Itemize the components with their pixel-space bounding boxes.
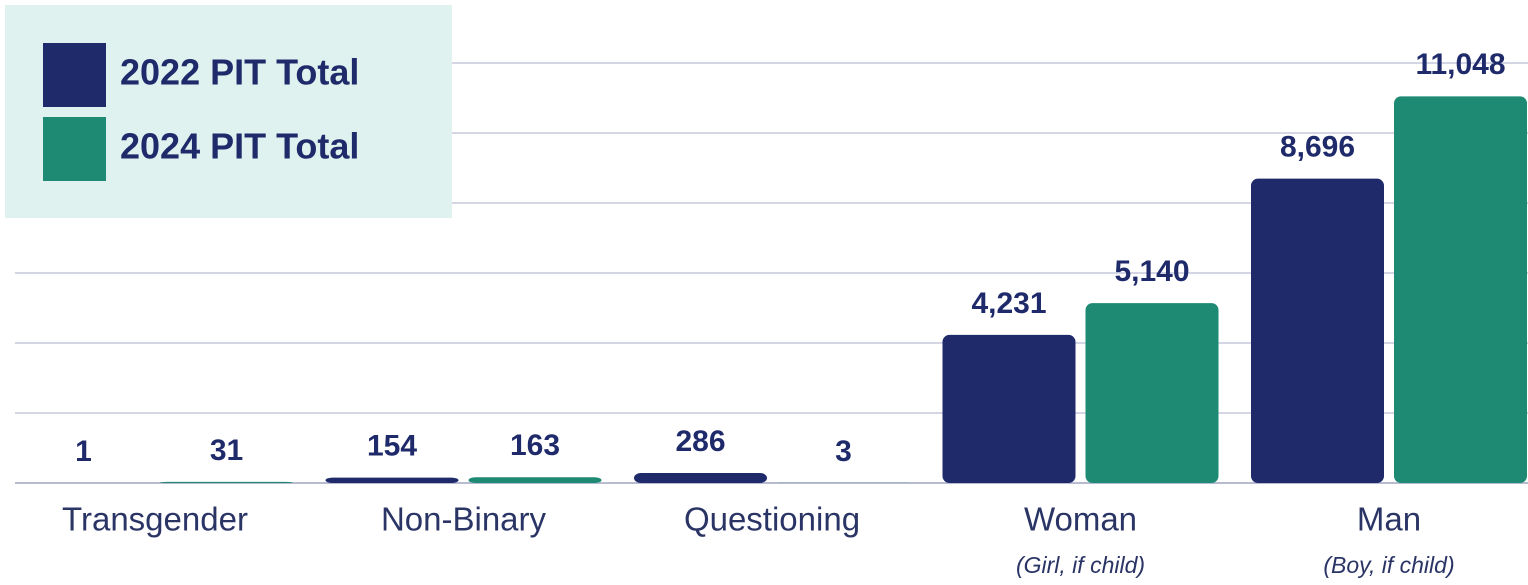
value-label: 5,140: [1114, 255, 1189, 288]
value-label: 31: [210, 434, 243, 467]
value-label: 163: [510, 429, 560, 462]
bar: [942, 334, 1076, 483]
x-tick-label: Questioning: [684, 501, 860, 538]
legend-label: 2022 PIT Total: [120, 52, 359, 93]
bar: [1251, 178, 1384, 483]
value-label: 286: [675, 425, 725, 458]
bar: [1085, 303, 1219, 483]
bar: [468, 477, 602, 483]
category-note: (Girl, if child): [1016, 552, 1145, 578]
x-tick-label: Non-Binary: [381, 501, 547, 538]
x-tick-label: Woman: [1024, 501, 1137, 538]
legend-swatch: [43, 43, 106, 107]
bar: [325, 477, 459, 483]
x-tick-label: Transgender: [62, 501, 248, 538]
legend-swatch: [43, 117, 106, 181]
value-label: 4,231: [971, 287, 1046, 320]
value-label: 8,696: [1280, 131, 1355, 164]
bar: [160, 481, 293, 483]
category-note: (Boy, if child): [1323, 552, 1454, 578]
value-label: 1: [75, 435, 92, 468]
value-label: 154: [367, 430, 417, 463]
value-label: 11,048: [1415, 48, 1505, 81]
bar: [1394, 96, 1527, 483]
legend-box: [5, 5, 452, 218]
bar: [634, 472, 767, 483]
value-label: 3: [835, 435, 852, 468]
legend-label: 2024 PIT Total: [120, 126, 359, 167]
x-tick-label: Man: [1357, 501, 1421, 538]
